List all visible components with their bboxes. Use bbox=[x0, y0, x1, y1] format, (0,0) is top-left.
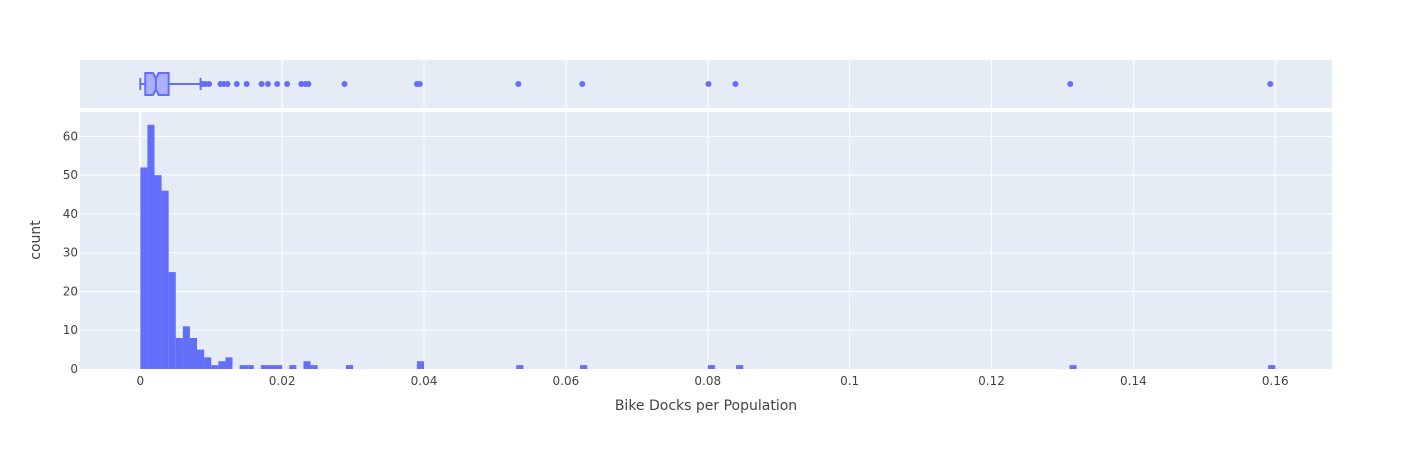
box-outlier-point bbox=[705, 81, 712, 87]
histogram-bar bbox=[197, 349, 205, 369]
x-tick-label: 0.04 bbox=[411, 374, 438, 388]
x-tick-label: 0.12 bbox=[978, 374, 1005, 388]
box-outlier-point bbox=[341, 81, 348, 87]
histogram-bar bbox=[239, 365, 247, 369]
y-tick-label: 0 bbox=[70, 362, 78, 376]
histogram-bar bbox=[310, 365, 318, 369]
box-outlier-point bbox=[732, 81, 739, 87]
x-tick-label: 0.02 bbox=[269, 374, 296, 388]
box-outlier-point bbox=[1067, 81, 1074, 87]
box-outlier-point bbox=[206, 81, 213, 87]
histogram-bars bbox=[140, 124, 1276, 369]
y-axis-ticks: 0 10 20 30 40 50 60 bbox=[63, 129, 78, 376]
histogram-bar bbox=[211, 365, 219, 369]
y-tick-label: 40 bbox=[63, 207, 78, 221]
x-tick-label: 0.16 bbox=[1262, 374, 1289, 388]
histogram-bar bbox=[246, 365, 254, 369]
box-outlier-point bbox=[515, 81, 522, 87]
box-outlier-point bbox=[1267, 81, 1274, 87]
x-tick-label: 0.1 bbox=[840, 374, 859, 388]
box-outlier-point bbox=[579, 81, 586, 87]
histogram-bar bbox=[161, 190, 169, 369]
box-outlier-point bbox=[233, 81, 240, 87]
histogram-bar bbox=[204, 357, 212, 369]
x-tick-label: 0.06 bbox=[553, 374, 580, 388]
histogram-bar bbox=[516, 365, 524, 369]
histogram-bar bbox=[218, 361, 226, 369]
y-tick-label: 10 bbox=[63, 323, 78, 337]
histogram-bar bbox=[182, 326, 190, 369]
histogram-bar bbox=[416, 361, 425, 369]
histogram-bar bbox=[260, 365, 268, 369]
histogram-bar bbox=[1069, 365, 1077, 369]
histogram-bar bbox=[140, 167, 148, 369]
box-outlier-point bbox=[224, 81, 231, 87]
histogram-bar bbox=[303, 361, 311, 369]
y-tick-label: 20 bbox=[63, 284, 78, 298]
box-outlier-point bbox=[416, 81, 423, 87]
histogram-bar bbox=[225, 357, 233, 369]
histogram-bar bbox=[736, 365, 744, 369]
histogram-bar bbox=[154, 175, 162, 369]
marginal-box-plot bbox=[139, 72, 1274, 96]
x-axis-title: Bike Docks per Population bbox=[615, 398, 797, 414]
box-outlier-point bbox=[298, 81, 305, 87]
y-tick-label: 60 bbox=[63, 129, 78, 143]
box-outlier-point bbox=[305, 81, 312, 87]
histogram-bar bbox=[168, 272, 176, 369]
y-axis-title: count bbox=[28, 220, 44, 260]
x-axis-ticks: 0 0.02 0.04 0.06 0.08 0.1 0.12 0.14 0.16 bbox=[136, 374, 1288, 388]
histogram-bar bbox=[580, 365, 588, 369]
histogram-bar bbox=[289, 365, 297, 369]
histogram-bar bbox=[189, 337, 198, 369]
box-outlier-point bbox=[258, 81, 265, 87]
histogram-bar bbox=[275, 365, 283, 369]
histogram-bar bbox=[1268, 365, 1276, 369]
box-outlier-point bbox=[243, 81, 250, 87]
box-outlier-point bbox=[274, 81, 281, 87]
box-body bbox=[144, 72, 170, 96]
histogram-bar bbox=[707, 365, 715, 369]
plot-background-histogram bbox=[80, 112, 1332, 369]
y-tick-label: 50 bbox=[63, 168, 78, 182]
box-outlier-point bbox=[284, 81, 291, 87]
x-tick-label: 0 bbox=[136, 374, 144, 388]
x-tick-label: 0.08 bbox=[694, 374, 721, 388]
histogram-bar bbox=[147, 124, 155, 369]
histogram-bar bbox=[267, 365, 276, 369]
x-tick-label: 0.14 bbox=[1120, 374, 1147, 388]
histogram-bar bbox=[346, 365, 354, 369]
y-tick-label: 30 bbox=[63, 246, 78, 260]
box-outlier-point bbox=[264, 81, 271, 87]
histogram-bar bbox=[175, 337, 183, 369]
